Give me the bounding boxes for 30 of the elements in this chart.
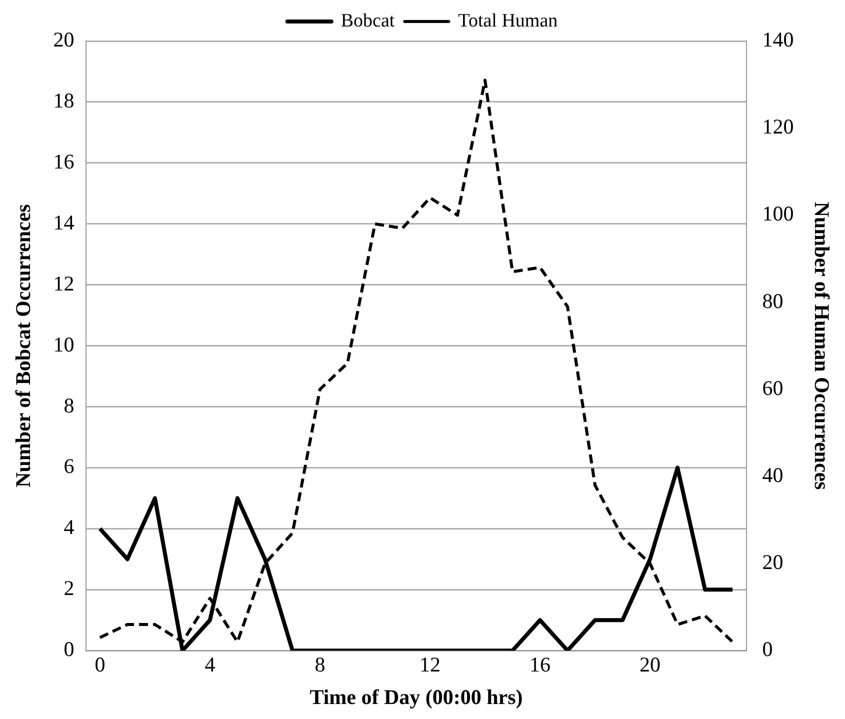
y-tick-label: 4	[64, 515, 75, 540]
y-tick-label: 18	[53, 88, 74, 112]
y-tick-label: 6	[64, 454, 74, 478]
y2-tick-label: 120	[762, 114, 794, 139]
y-tick-label: 12	[53, 271, 74, 296]
y2-tick-label: 60	[762, 376, 784, 400]
y-tick-label: 16	[53, 149, 74, 174]
y-tick-label: 0	[64, 637, 74, 662]
y2-tick-label: 100	[762, 202, 794, 226]
x-tick-label: 16	[530, 652, 551, 677]
y-tick-label: 14	[53, 210, 75, 234]
y-tick-label: 8	[64, 393, 74, 418]
y-tick-label: 20	[53, 28, 74, 52]
y2-axis-title: Number of Human Occurrences	[810, 202, 834, 490]
y2-tick-label: 40	[762, 462, 784, 487]
x-tick-label: 4	[204, 652, 216, 677]
y-tick-label: 2	[64, 576, 74, 600]
y2-tick-label: 140	[762, 28, 794, 52]
x-axis-title: Time of Day (00:00 hrs)	[310, 684, 523, 709]
x-tick-label: 0	[94, 652, 106, 677]
legend-label: Total Human	[458, 10, 558, 32]
x-tick-label: 20	[640, 652, 661, 677]
y2-tick-label: 80	[762, 288, 784, 313]
y-axis-title: Number of Bobcat Occurrences	[11, 204, 36, 488]
y2-tick-label: 0	[762, 637, 773, 662]
y-tick-label: 10	[53, 332, 74, 356]
x-tick-label: 8	[314, 652, 326, 677]
y2-tick-label: 20	[762, 550, 784, 574]
x-tick-label: 12	[420, 652, 440, 677]
legend-label: Bobcat	[340, 10, 396, 32]
